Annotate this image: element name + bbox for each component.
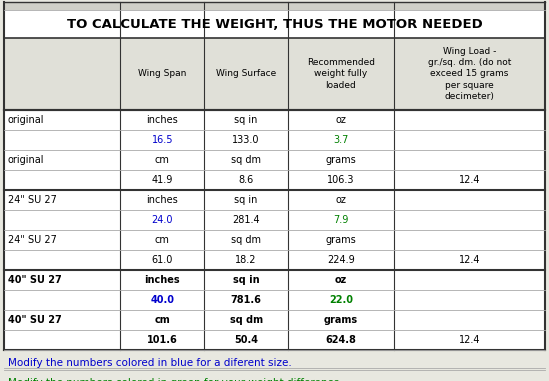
Text: 40" SU 27: 40" SU 27 xyxy=(8,315,61,325)
Text: Wing Surface: Wing Surface xyxy=(216,69,276,78)
Text: cm: cm xyxy=(154,315,170,325)
Text: oz: oz xyxy=(335,115,346,125)
Text: grams: grams xyxy=(324,315,358,325)
Text: cm: cm xyxy=(155,235,170,245)
Text: inches: inches xyxy=(147,115,178,125)
Text: 41.9: 41.9 xyxy=(152,175,173,185)
Text: 18.2: 18.2 xyxy=(236,255,257,265)
Bar xyxy=(4,110,545,350)
Bar xyxy=(4,10,545,38)
Text: sq in: sq in xyxy=(233,275,260,285)
Text: sq dm: sq dm xyxy=(229,315,262,325)
Text: 16.5: 16.5 xyxy=(152,135,173,145)
Bar xyxy=(4,350,545,368)
Text: 3.7: 3.7 xyxy=(333,135,349,145)
Text: Modify the numbers colored in green for your weight difference.: Modify the numbers colored in green for … xyxy=(8,378,343,381)
Text: sq dm: sq dm xyxy=(231,235,261,245)
Text: original: original xyxy=(8,115,44,125)
Text: grams: grams xyxy=(326,235,356,245)
Text: 12.4: 12.4 xyxy=(458,255,480,265)
Text: TO CALCULATE THE WEIGHT, THUS THE MOTOR NEEDED: TO CALCULATE THE WEIGHT, THUS THE MOTOR … xyxy=(66,18,483,30)
Text: Wing Span: Wing Span xyxy=(138,69,187,78)
Text: 224.9: 224.9 xyxy=(327,255,355,265)
Text: 40" SU 27: 40" SU 27 xyxy=(8,275,61,285)
Text: 101.6: 101.6 xyxy=(147,335,178,345)
Text: 624.8: 624.8 xyxy=(326,335,356,345)
Bar xyxy=(4,38,545,110)
Text: 50.4: 50.4 xyxy=(234,335,258,345)
Text: 24" SU 27: 24" SU 27 xyxy=(8,195,57,205)
Text: Modify the numbers colored in blue for a diferent size.: Modify the numbers colored in blue for a… xyxy=(8,358,292,368)
Text: 61.0: 61.0 xyxy=(152,255,173,265)
Text: 7.9: 7.9 xyxy=(333,215,349,225)
Text: sq in: sq in xyxy=(234,195,258,205)
Text: 22.0: 22.0 xyxy=(329,295,353,305)
Bar xyxy=(4,370,545,381)
Text: 781.6: 781.6 xyxy=(231,295,261,305)
Text: original: original xyxy=(8,155,44,165)
Text: 12.4: 12.4 xyxy=(458,335,480,345)
Text: 8.6: 8.6 xyxy=(238,175,254,185)
Text: Wing Load -
gr./sq. dm. (do not
exceed 15 grams
per square
decimeter): Wing Load - gr./sq. dm. (do not exceed 1… xyxy=(428,47,511,101)
Text: oz: oz xyxy=(335,195,346,205)
Text: sq in: sq in xyxy=(234,115,258,125)
Text: 133.0: 133.0 xyxy=(232,135,260,145)
Text: oz: oz xyxy=(335,275,347,285)
Text: 12.4: 12.4 xyxy=(458,175,480,185)
Bar xyxy=(4,2,545,10)
Text: inches: inches xyxy=(147,195,178,205)
Text: 24.0: 24.0 xyxy=(152,215,173,225)
Text: cm: cm xyxy=(155,155,170,165)
Text: sq dm: sq dm xyxy=(231,155,261,165)
Text: inches: inches xyxy=(144,275,180,285)
Text: 24" SU 27: 24" SU 27 xyxy=(8,235,57,245)
Text: grams: grams xyxy=(326,155,356,165)
Text: 40.0: 40.0 xyxy=(150,295,174,305)
Text: 281.4: 281.4 xyxy=(232,215,260,225)
Text: Recommended
weight fully
loaded: Recommended weight fully loaded xyxy=(307,58,375,90)
Text: 106.3: 106.3 xyxy=(327,175,355,185)
